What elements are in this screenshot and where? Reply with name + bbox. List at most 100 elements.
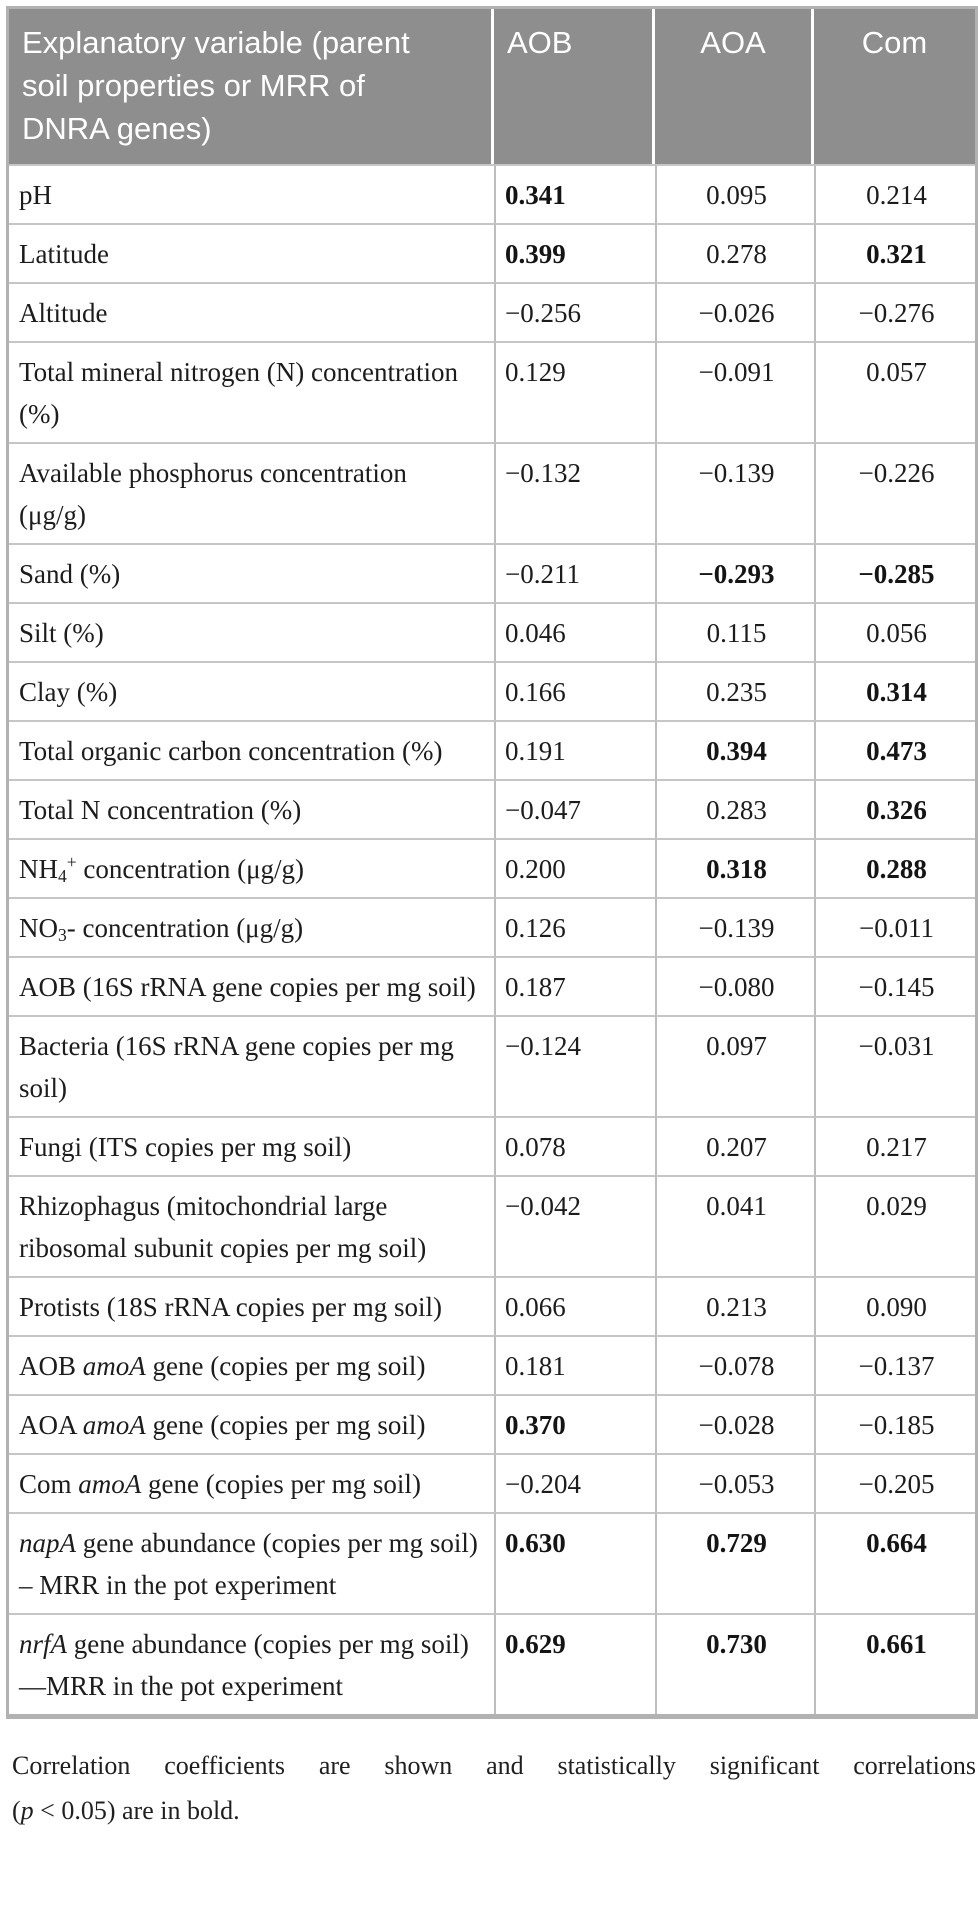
- corr-value-aob: 0.200: [494, 838, 655, 897]
- table-row: Total N concentration (%) −0.047 0.283 0.32…: [9, 779, 975, 838]
- corr-value-aoa: 0.318: [655, 838, 814, 897]
- table-row: pH 0.341 0.095 0.214: [9, 164, 975, 223]
- table-row: Sand (%) −0.211 −0.293 −0.285: [9, 543, 975, 602]
- corr-value-aob: 0.066: [494, 1276, 655, 1335]
- corr-value-aob: 0.341: [494, 164, 655, 223]
- corr-value-aob: −0.042: [494, 1175, 655, 1276]
- corr-value-aoa: 0.213: [655, 1276, 814, 1335]
- correlation-table: Explanatory variable (parent soil proper…: [6, 6, 978, 1719]
- corr-value-aoa: 0.235: [655, 661, 814, 720]
- corr-value-aob: 0.046: [494, 602, 655, 661]
- table-row: Com amoA gene (copies per mg soil) −0.204…: [9, 1453, 975, 1512]
- corr-value-com: −0.145: [814, 956, 975, 1015]
- table-body: pH 0.341 0.095 0.214 Latitude 0.399 0.278 0.321…: [9, 164, 975, 1714]
- row-label: Bacteria (16S rRNA gene copies per mg so…: [9, 1015, 494, 1116]
- corr-value-com: −0.011: [814, 897, 975, 956]
- corr-value-com: 0.090: [814, 1276, 975, 1335]
- corr-value-aoa: 0.207: [655, 1116, 814, 1175]
- corr-value-aoa: −0.139: [655, 897, 814, 956]
- table-header: Explanatory variable (parent soil proper…: [9, 9, 975, 164]
- corr-value-aoa: 0.095: [655, 164, 814, 223]
- col-header-explanatory-label: Explanatory variable (parent soil proper…: [22, 25, 410, 146]
- corr-value-aoa: −0.091: [655, 341, 814, 442]
- table-row: NH4+ concentration (μg/g) 0.200 0.318 0.288: [9, 838, 975, 897]
- row-label: Protists (18S rRNA copies per mg soil): [9, 1276, 494, 1335]
- row-label: pH: [9, 164, 494, 223]
- corr-value-com: −0.285: [814, 543, 975, 602]
- corr-value-aob: −0.124: [494, 1015, 655, 1116]
- row-label: Altitude: [9, 282, 494, 341]
- table-row: Total mineral nitrogen (N) concentration…: [9, 341, 975, 442]
- corr-value-aoa: 0.115: [655, 602, 814, 661]
- corr-value-com: 0.314: [814, 661, 975, 720]
- row-label: Rhizophagus (mitochondrial large ribosom…: [9, 1175, 494, 1276]
- table-row: AOA amoA gene (copies per mg soil) 0.370 −…: [9, 1394, 975, 1453]
- corr-value-aob: 0.126: [494, 897, 655, 956]
- table-row: Protists (18S rRNA copies per mg soil) 0.…: [9, 1276, 975, 1335]
- corr-value-com: 0.661: [814, 1613, 975, 1714]
- corr-value-aoa: −0.080: [655, 956, 814, 1015]
- row-label: Total mineral nitrogen (N) concentration…: [9, 341, 494, 442]
- corr-value-aob: −0.204: [494, 1453, 655, 1512]
- corr-value-aoa: −0.078: [655, 1335, 814, 1394]
- row-label: Clay (%): [9, 661, 494, 720]
- corr-value-aob: 0.129: [494, 341, 655, 442]
- corr-value-aob: 0.399: [494, 223, 655, 282]
- corr-value-aoa: 0.730: [655, 1613, 814, 1714]
- corr-value-aob: 0.370: [494, 1394, 655, 1453]
- table-row: Bacteria (16S rRNA gene copies per mg so…: [9, 1015, 975, 1116]
- table-row: Fungi (ITS copies per mg soil) 0.078 0.207…: [9, 1116, 975, 1175]
- row-label: nrfA gene abundance (copies per mg soil)…: [9, 1613, 494, 1714]
- corr-value-aob: 0.078: [494, 1116, 655, 1175]
- col-header-aoa: AOA: [655, 9, 814, 164]
- corr-value-com: −0.205: [814, 1453, 975, 1512]
- table-row: AOB amoA gene (copies per mg soil) 0.181−…: [9, 1335, 975, 1394]
- col-header-explanatory-variable: Explanatory variable (parent soil proper…: [9, 9, 494, 164]
- page: Explanatory variable (parent soil proper…: [6, 6, 978, 1833]
- table-row: Altitude −0.256 −0.026 −0.276: [9, 282, 975, 341]
- corr-value-com: 0.057: [814, 341, 975, 442]
- col-header-com: Com: [814, 9, 975, 164]
- footnote-line2: (p < 0.05) are in bold.: [12, 1796, 240, 1825]
- table-row: Rhizophagus (mitochondrial large ribosom…: [9, 1175, 975, 1276]
- corr-value-com: 0.217: [814, 1116, 975, 1175]
- corr-value-aob: 0.191: [494, 720, 655, 779]
- corr-value-com: −0.031: [814, 1015, 975, 1116]
- corr-value-com: −0.137: [814, 1335, 975, 1394]
- row-label: NO3- concentration (μg/g): [9, 897, 494, 956]
- corr-value-aoa: 0.729: [655, 1512, 814, 1613]
- row-label: Silt (%): [9, 602, 494, 661]
- table-row: Latitude 0.399 0.278 0.321: [9, 223, 975, 282]
- row-label: Fungi (ITS copies per mg soil): [9, 1116, 494, 1175]
- corr-value-aoa: −0.026: [655, 282, 814, 341]
- corr-value-com: −0.185: [814, 1394, 975, 1453]
- row-label: napA gene abundance (copies per mg soil)…: [9, 1512, 494, 1613]
- corr-value-com: 0.214: [814, 164, 975, 223]
- footnote-line1: Correlation coefficients are shown and s…: [12, 1751, 976, 1780]
- header-row: Explanatory variable (parent soil proper…: [9, 9, 975, 164]
- corr-value-aoa: 0.041: [655, 1175, 814, 1276]
- row-label: AOB (16S rRNA gene copies per mg soil): [9, 956, 494, 1015]
- row-label: AOB amoA gene (copies per mg soil): [9, 1335, 494, 1394]
- corr-value-aob: 0.181: [494, 1335, 655, 1394]
- col-header-aob: AOB: [494, 9, 655, 164]
- corr-value-com: 0.056: [814, 602, 975, 661]
- corr-value-com: 0.326: [814, 779, 975, 838]
- corr-value-com: 0.473: [814, 720, 975, 779]
- row-label: Sand (%): [9, 543, 494, 602]
- table-row: Silt (%) 0.046 0.115 0.056: [9, 602, 975, 661]
- table-row: Available phosphorus concentration (μg/g…: [9, 442, 975, 543]
- table-row: Total organic carbon concentration (%) 0.…: [9, 720, 975, 779]
- corr-value-aob: 0.630: [494, 1512, 655, 1613]
- row-label: AOA amoA gene (copies per mg soil): [9, 1394, 494, 1453]
- corr-value-aoa: 0.394: [655, 720, 814, 779]
- corr-value-aob: −0.132: [494, 442, 655, 543]
- corr-value-aob: −0.256: [494, 282, 655, 341]
- corr-value-aob: 0.629: [494, 1613, 655, 1714]
- corr-value-aoa: 0.278: [655, 223, 814, 282]
- corr-value-com: −0.226: [814, 442, 975, 543]
- row-label: Available phosphorus concentration (μg/g…: [9, 442, 494, 543]
- row-label: Total N concentration (%): [9, 779, 494, 838]
- table-footnote: Correlation coefficients are shown and s…: [12, 1743, 976, 1833]
- corr-value-aoa: 0.283: [655, 779, 814, 838]
